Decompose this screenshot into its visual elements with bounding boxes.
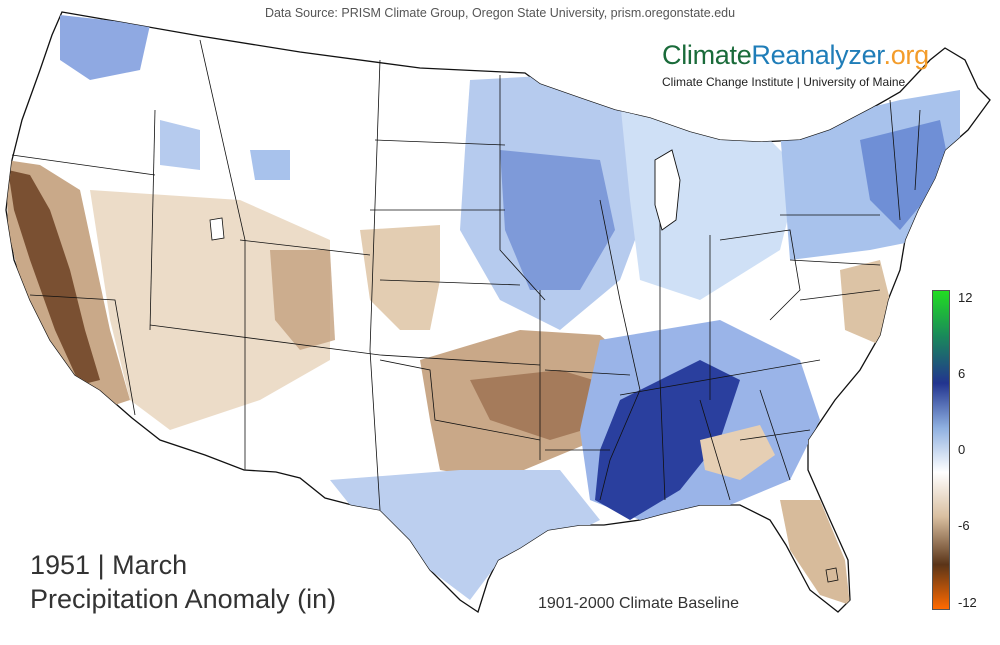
wet-region-iowa [500, 150, 615, 290]
brand-logo-text: ClimateReanalyzer.org [662, 40, 929, 71]
brand-part-org: .org [883, 40, 930, 70]
brand-part-climate: Climate [662, 40, 752, 70]
great-salt-lake [209, 217, 225, 241]
variable-title: Precipitation Anomaly (in) [30, 584, 337, 614]
dry-spot-georgia [700, 425, 775, 480]
border-line [659, 215, 666, 501]
border-line [379, 279, 521, 286]
border-line [374, 139, 506, 146]
lake-michigan [654, 149, 681, 231]
border-line [369, 59, 381, 511]
state-borders [11, 39, 921, 511]
wet-region-wyoming [250, 150, 290, 180]
border-line [739, 429, 811, 441]
colorbar [932, 290, 950, 610]
dry-region-mid-atlantic [840, 260, 895, 345]
border-line [149, 324, 381, 356]
border-line [619, 359, 821, 396]
colorbar-tick-label: -6 [958, 518, 970, 533]
data-source-caption: Data Source: PRISM Climate Group, Oregon… [264, 6, 736, 20]
very-dry-region-california [8, 170, 100, 385]
border-line [11, 154, 156, 176]
dry-region-four-corners [270, 250, 335, 350]
colorbar-tick-label: -12 [958, 595, 977, 610]
very-wet-region-mississippi-alabama [595, 360, 740, 520]
border-line [29, 294, 136, 416]
baseline-label: 1901-2000 Climate Baseline [538, 595, 740, 612]
border-line [699, 399, 731, 501]
border-line [889, 99, 901, 221]
border-line [544, 369, 631, 376]
year-month-title: 1951 | March [30, 550, 188, 580]
border-line [499, 75, 546, 301]
border-line [799, 289, 881, 301]
colorbar-tick-label: 12 [958, 290, 973, 305]
border-line [379, 359, 541, 441]
border-line [599, 199, 641, 501]
border-line [199, 39, 246, 470]
brand-part-reanalyzer: Reanalyzer [751, 40, 884, 70]
wet-region-great-lakes [620, 100, 800, 300]
wet-region-northern-rockies [160, 120, 200, 170]
dry-region-florida [780, 500, 850, 605]
anomaly-shading [6, 15, 960, 605]
border-line [789, 259, 881, 266]
wet-region-texas [330, 470, 600, 600]
brand-subtitle: Climate Change Institute | University of… [662, 75, 906, 89]
border-line [379, 354, 541, 366]
border-line [239, 239, 371, 256]
colorbar-tick-label: 6 [958, 366, 966, 381]
border-line [914, 109, 921, 191]
lake-okeechobee [825, 567, 839, 583]
colorbar-tick-label: 0 [958, 442, 966, 457]
border-line [149, 109, 156, 331]
wet-region-new-england-strong [860, 120, 950, 230]
wet-region-cascades [60, 15, 150, 80]
dry-region-colorado-kansas [360, 225, 440, 330]
